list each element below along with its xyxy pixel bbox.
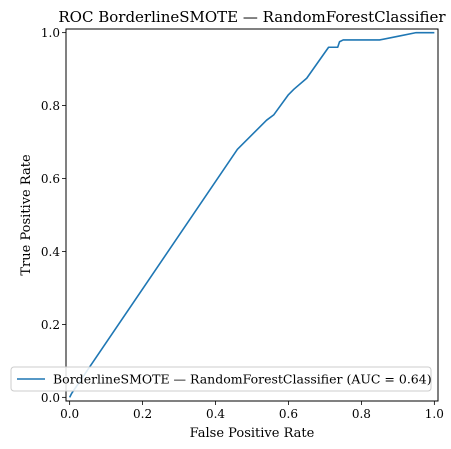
x-tick-label: 0.6 <box>279 407 298 421</box>
y-tick-label: 0.0 <box>41 391 60 405</box>
x-tick-label: 0.2 <box>133 407 152 421</box>
y-tick-label: 0.6 <box>41 172 60 186</box>
x-tick-label: 0.8 <box>352 407 371 421</box>
y-tick-label: 0.8 <box>41 99 60 113</box>
plot-frame <box>65 28 439 402</box>
legend: BorderlineSMOTE — RandomForestClassifier… <box>10 366 432 392</box>
x-axis-title: False Positive Rate <box>190 426 315 441</box>
legend-box <box>10 366 432 392</box>
roc-curve-line <box>68 31 435 398</box>
y-tick-label: 1.0 <box>41 26 60 40</box>
x-tick-label: 0.4 <box>206 407 225 421</box>
chart-title: ROC BorderlineSMOTE — RandomForestClassi… <box>58 8 446 26</box>
legend-entry: BorderlineSMOTE — RandomForestClassifier… <box>53 372 432 387</box>
y-axis-title: True Positive Rate <box>19 154 34 276</box>
y-tick-label: 0.4 <box>41 245 60 259</box>
y-tick-label: 0.2 <box>41 318 60 332</box>
x-tick-label: 1.0 <box>425 407 444 421</box>
x-tick-label: 0.0 <box>60 407 79 421</box>
